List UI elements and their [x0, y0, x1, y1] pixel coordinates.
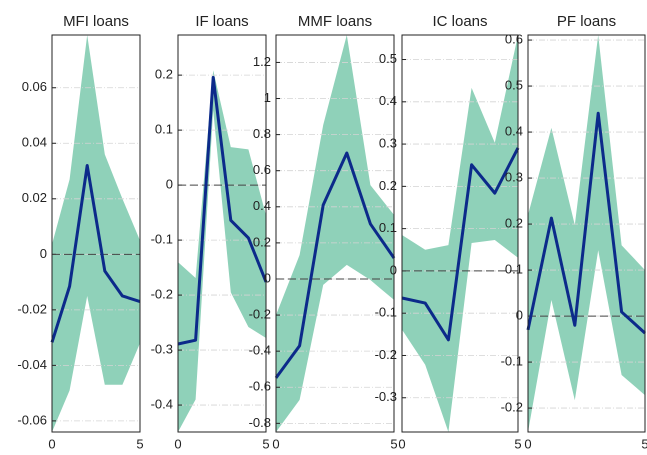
y-tick-label: -0.2 [501, 400, 523, 415]
y-tick-label: 0.2 [379, 178, 397, 193]
axes-frame [401, 34, 519, 433]
y-tick-label: 0.2 [505, 216, 523, 231]
y-tick-label: -0.06 [17, 412, 47, 427]
y-tick-label: 0.8 [253, 126, 271, 141]
x-tick-label: 0 [398, 436, 405, 451]
y-tick-label: -0.2 [151, 287, 173, 302]
y-tick-label: 0.2 [155, 67, 173, 82]
x-tick-label: 5 [641, 436, 647, 451]
y-tick-label: 0.6 [253, 162, 271, 177]
axes-frame [177, 34, 267, 433]
y-tick-label: -0.04 [17, 357, 47, 372]
y-tick-label: -0.4 [249, 343, 271, 358]
confidence-band [276, 35, 394, 432]
panel-title: MFI loans [63, 13, 129, 30]
response-line [401, 147, 520, 342]
y-tick-label: 1.2 [253, 54, 271, 69]
response-line [274, 151, 396, 379]
y-tick-label: 0 [40, 246, 47, 261]
x-tick-label: 5 [136, 436, 143, 451]
y-tick-label: -0.1 [501, 354, 523, 369]
y-tick-label: -0.6 [249, 379, 271, 394]
y-tick-label: 0.3 [505, 170, 523, 185]
y-tick-label: -0.3 [375, 389, 397, 404]
x-tick-label: 0 [174, 436, 181, 451]
y-tick-label: 0 [390, 262, 397, 277]
y-tick-label: 0.4 [253, 198, 271, 213]
y-tick-label: -0.02 [17, 301, 47, 316]
y-tick-label: 0 [264, 270, 271, 285]
y-tick-label: -0.4 [151, 396, 173, 411]
x-tick-label: 5 [262, 436, 269, 451]
response-line [526, 111, 647, 335]
y-tick-label: 0.4 [505, 124, 523, 139]
x-tick-label: 0 [272, 436, 279, 451]
x-tick-label: 5 [514, 436, 521, 451]
y-tick-label: 0.1 [505, 262, 523, 277]
axes-frame [275, 34, 395, 433]
y-tick-label: -0.2 [375, 347, 397, 362]
y-tick-label: 1 [264, 90, 271, 105]
y-tick-label: 0.3 [379, 136, 397, 151]
y-tick-label: -0.1 [151, 232, 173, 247]
y-tick-label: 0.06 [22, 79, 47, 94]
y-tick-label: 0.04 [22, 135, 47, 150]
x-tick-label: 5 [390, 436, 397, 451]
x-tick-label: 0 [524, 436, 531, 451]
y-tick-label: 0 [516, 308, 523, 323]
confidence-band [528, 35, 645, 432]
panel-title: PF loans [557, 13, 616, 30]
y-tick-label: -0.8 [249, 415, 271, 430]
y-tick-label: 0.1 [379, 220, 397, 235]
y-tick-label: -0.3 [151, 342, 173, 357]
axes-frame [527, 34, 646, 433]
response-line [177, 75, 268, 346]
panel-title: IC loans [432, 13, 487, 30]
panel-title: IF loans [195, 13, 248, 30]
y-tick-label: 0.6 [505, 31, 523, 46]
confidence-band [402, 35, 518, 432]
y-tick-label: -0.2 [249, 307, 271, 322]
confidence-band [52, 35, 140, 432]
y-tick-label: 0.5 [379, 51, 397, 66]
response-line [50, 163, 141, 343]
y-tick-label: 0 [166, 177, 173, 192]
y-tick-label: 0.4 [379, 93, 397, 108]
y-tick-label: 0.2 [253, 234, 271, 249]
panel-title: MMF loans [298, 13, 372, 30]
confidence-band [178, 70, 266, 433]
y-tick-label: 0.02 [22, 190, 47, 205]
y-tick-label: 0.5 [505, 78, 523, 93]
axes-frame [51, 34, 141, 433]
y-tick-label: -0.1 [375, 305, 397, 320]
x-tick-label: 0 [48, 436, 55, 451]
y-tick-label: 0.1 [155, 122, 173, 137]
